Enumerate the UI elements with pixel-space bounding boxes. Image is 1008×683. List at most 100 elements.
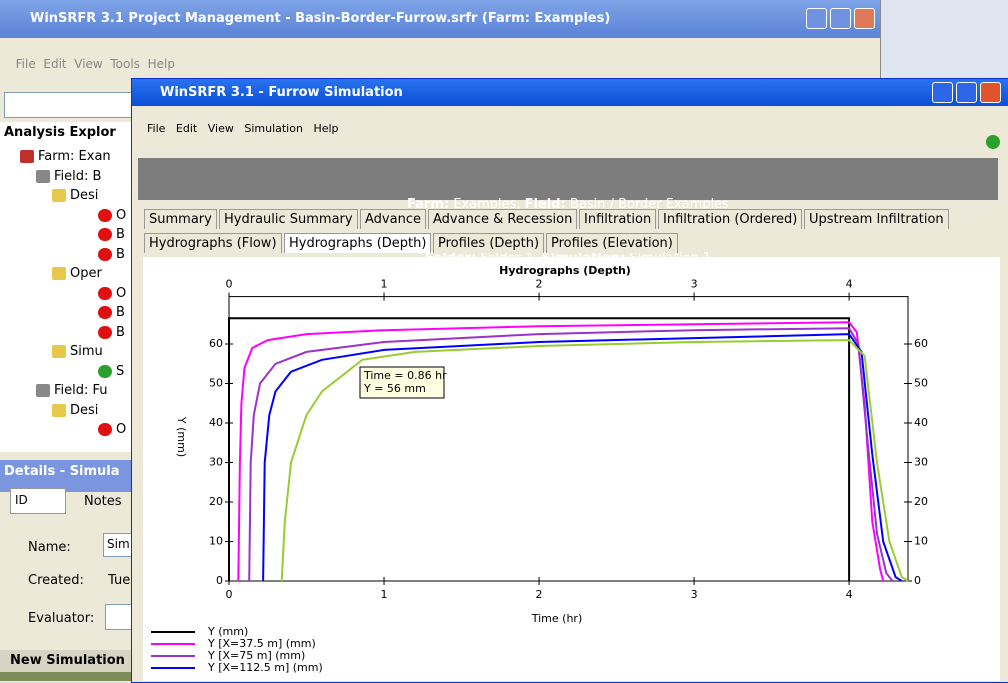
tab[interactable]: Upstream Infiltration (804, 209, 949, 229)
tree-item[interactable]: Field: Fu (54, 383, 108, 398)
tab[interactable]: Advance & Recession (428, 209, 577, 229)
tree-icon (98, 248, 112, 261)
y-tick-label: 40 (209, 416, 223, 429)
tree-icon (52, 345, 66, 358)
tab[interactable]: Hydraulic Summary (219, 209, 358, 229)
tree-item[interactable]: O (116, 422, 126, 437)
tab[interactable]: Advance (360, 209, 426, 229)
maximize[interactable] (956, 82, 977, 103)
maximize[interactable] (830, 8, 851, 29)
tree-item[interactable]: Field: B (54, 169, 101, 184)
y-tick-label: 60 (209, 337, 223, 350)
x-tick-label-top: 3 (691, 278, 698, 291)
tree-icon (52, 189, 66, 202)
menu-item[interactable]: View (74, 57, 102, 71)
tree-icon (36, 170, 50, 183)
y-axis-label: Y (mm) (175, 416, 188, 457)
tree-item[interactable]: Desi (70, 188, 98, 203)
tab[interactable]: ID (10, 488, 66, 514)
legend-label: Y [X=112.5 m] (mm) (207, 661, 323, 674)
y-tick-label-right: 20 (914, 495, 928, 508)
desktop: WinSRFR 3.1 Project Management - Basin-B… (0, 0, 1008, 681)
image-strip (0, 672, 131, 681)
tab[interactable]: Notes (80, 490, 126, 513)
input-box[interactable] (4, 92, 132, 118)
window-title: WinSRFR 3.1 - Furrow Simulation (160, 85, 403, 100)
x-tick-label: 0 (226, 588, 233, 601)
x-tick-label: 3 (691, 588, 698, 601)
x-tick-label: 1 (381, 588, 388, 601)
tree-item[interactable]: B (116, 227, 125, 242)
menu-item[interactable]: Help (313, 122, 338, 135)
tree-item[interactable]: Oper (70, 266, 102, 281)
tree-icon (98, 228, 112, 241)
tab[interactable]: Hydrographs (Flow) (144, 233, 282, 253)
x-tick-label-top: 2 (536, 278, 543, 291)
tree-icon (98, 306, 112, 319)
tree-item[interactable]: B (116, 247, 125, 262)
field-label: Name: (28, 540, 71, 555)
minimize[interactable] (932, 82, 953, 103)
x-tick-label-top: 4 (846, 278, 853, 291)
tree-item[interactable]: B (116, 325, 125, 340)
tab[interactable]: Infiltration (Ordered) (658, 209, 802, 229)
y-tick-label: 20 (209, 495, 223, 508)
x-tick-label-top: 0 (226, 278, 233, 291)
title-bar: WinSRFR 3.1 Project Management - Basin-B… (0, 0, 880, 38)
y-tick-label: 50 (209, 377, 223, 390)
tab[interactable]: Infiltration (579, 209, 656, 229)
tree-icon (98, 209, 112, 222)
chart: Hydrographs (Depth) Time (hr) Y (mm) 001… (143, 257, 1000, 681)
tree-icon (98, 326, 112, 339)
tab[interactable]: Profiles (Depth) (433, 233, 544, 253)
menu-item[interactable]: Simulation (244, 122, 303, 135)
tree-icon (36, 384, 50, 397)
tree-icon (98, 365, 112, 378)
field-label: Created: (28, 573, 84, 588)
menu-item[interactable]: File (16, 57, 36, 71)
y-tick-label-right: 30 (914, 456, 928, 469)
tree-item[interactable]: O (116, 208, 126, 223)
menu-item[interactable]: File (147, 122, 165, 135)
y-tick-label-right: 60 (914, 337, 928, 350)
close[interactable] (980, 82, 1001, 103)
tree-item[interactable]: Simu (70, 344, 103, 359)
name-field[interactable]: Sim (103, 533, 133, 557)
tab[interactable]: Hydrographs (Depth) (284, 233, 431, 253)
menu-item[interactable]: View (208, 122, 234, 135)
tab-row: SummaryHydraulic SummaryAdvanceAdvance &… (144, 209, 1004, 231)
tree-item[interactable]: Farm: Exan (38, 149, 111, 164)
tree-item[interactable]: O (116, 286, 126, 301)
tree-item[interactable]: B (116, 305, 125, 320)
tab-row: Hydrographs (Flow)Hydrographs (Depth)Pro… (144, 233, 1004, 255)
tooltip-text: Time = 0.86 hr (363, 369, 447, 382)
chart-title: Hydrographs (Depth) (499, 264, 631, 277)
x-axis-label: Time (hr) (531, 612, 583, 625)
tree-icon (52, 267, 66, 280)
y-tick-label-right: 50 (914, 377, 928, 390)
tab[interactable]: Profiles (Elevation) (546, 233, 678, 253)
tree-item[interactable]: S (116, 364, 124, 379)
close[interactable] (854, 8, 875, 29)
x-tick-label: 2 (536, 588, 543, 601)
status-title: New Simulation (0, 650, 131, 672)
explorer-title: Analysis Explor (4, 125, 116, 140)
add-button[interactable] (986, 135, 1000, 149)
y-tick-label-right: 10 (914, 535, 928, 548)
tree-item[interactable]: Desi (70, 403, 98, 418)
field-label: Evaluator: (28, 611, 94, 626)
menu-item[interactable]: Tools (110, 57, 140, 71)
tree-icon (98, 423, 112, 436)
menu-item[interactable]: Help (148, 57, 175, 71)
y-tick-label-right: 40 (914, 416, 928, 429)
menu-item[interactable]: Edit (43, 57, 66, 71)
tree-icon (52, 404, 66, 417)
y-tick-label: 0 (216, 574, 223, 587)
menu-bar: File Edit View Simulation Help (140, 109, 339, 148)
y-tick-label-right: 0 (914, 574, 921, 587)
minimize[interactable] (806, 8, 827, 29)
menu-item[interactable]: Edit (176, 122, 197, 135)
y-tick-label: 10 (209, 535, 223, 548)
tab[interactable]: Summary (144, 209, 217, 229)
